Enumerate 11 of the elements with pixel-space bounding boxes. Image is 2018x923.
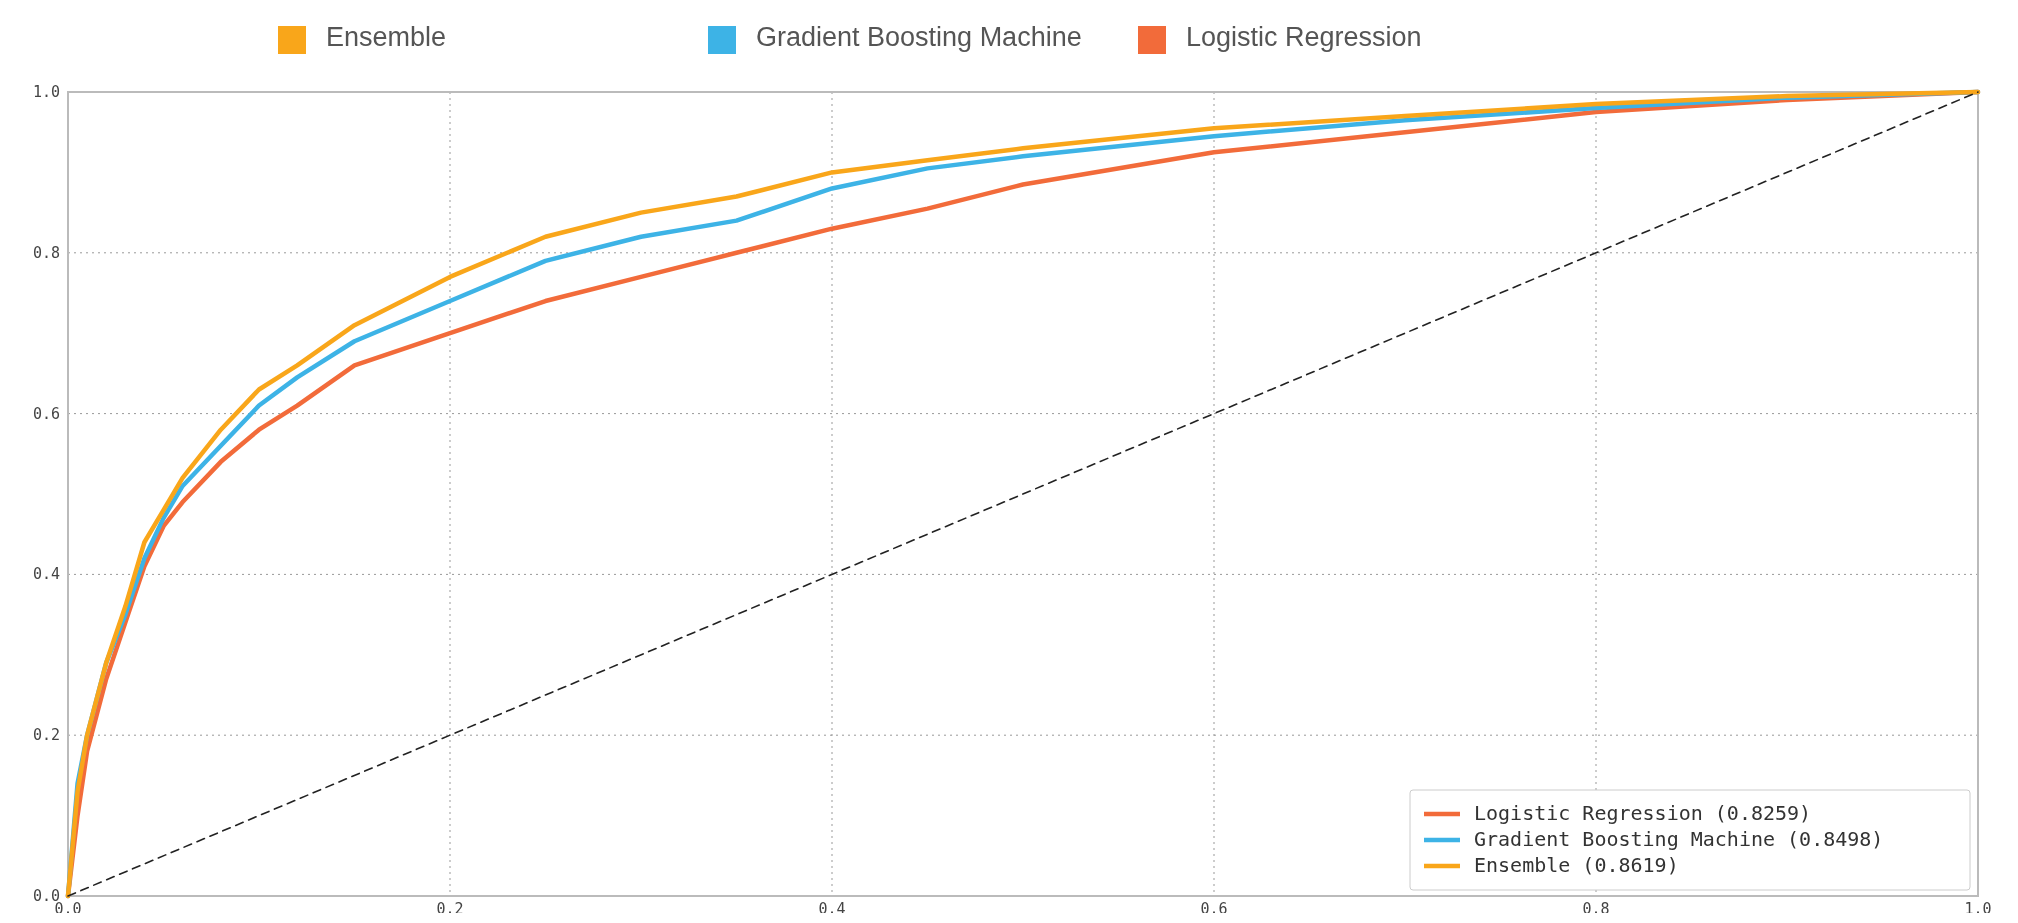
legend-label: Ensemble (0.8619) [1474,853,1679,877]
text: Logistic Regression [1186,22,1422,52]
y-tick-label: 0.8 [32,243,60,262]
y-tick-label: 1.0 [32,83,60,101]
text: Gradient Boosting Machine [756,22,1082,52]
y-tick-label: 0.6 [32,404,60,423]
y-tick-label: 0.2 [32,726,60,745]
text: Ensemble [326,22,447,52]
y-tick-label: 0.4 [32,565,60,584]
legend-label: Logistic Regression (0.8259) [1474,801,1812,825]
legend-label: Gradient Boosting Machine (0.8498) [1474,827,1884,851]
